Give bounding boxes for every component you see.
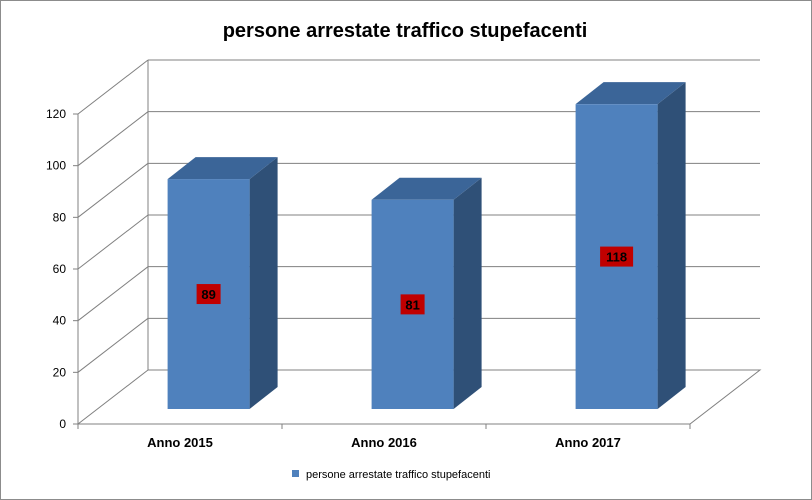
data-labels: 89 81 118 [196, 246, 634, 315]
data-label-bg [400, 294, 425, 315]
x-tick-label: Anno 2015 [147, 435, 213, 450]
y-tick-label: 60 [53, 262, 67, 276]
bar-side [657, 82, 686, 410]
gridline-side [77, 214, 149, 270]
gridline-side [77, 111, 149, 167]
y-tick-label: 100 [46, 159, 66, 173]
y-tick-label: 80 [53, 210, 67, 224]
bar [167, 157, 278, 409]
legend-swatch [292, 470, 299, 477]
y-tick-label: 120 [46, 107, 66, 121]
y-tick-label: 0 [59, 417, 66, 431]
y-tick-label: 40 [53, 314, 67, 328]
gridline-side [77, 59, 149, 115]
y-axis-ticks: 0 20 40 60 80 100 120 [46, 107, 66, 431]
gridline-side [77, 162, 149, 218]
gridline-side [77, 317, 149, 373]
bar-side [249, 157, 278, 409]
x-axis-ticks: Anno 2015 Anno 2016 Anno 2017 [147, 435, 621, 450]
data-label-bg [600, 246, 634, 267]
bars [167, 82, 686, 410]
bar [371, 177, 482, 409]
data-label: 118 [606, 250, 627, 265]
data-label-bg [196, 284, 221, 305]
data-label: 81 [405, 297, 419, 312]
legend: persone arrestate traffico stupefacenti [292, 469, 490, 481]
y-tick-label: 20 [53, 365, 67, 379]
chart-title: persone arrestate traffico stupefacenti [223, 20, 588, 42]
gridline-side [77, 266, 149, 322]
bar [575, 82, 686, 410]
legend-label: persone arrestate traffico stupefacenti [306, 469, 490, 481]
gridline-side [77, 369, 149, 425]
x-tick-label: Anno 2016 [351, 435, 417, 450]
bar-side [453, 177, 482, 409]
data-label: 89 [201, 287, 215, 302]
x-tick-label: Anno 2017 [555, 435, 621, 450]
bar-top [575, 82, 686, 105]
bar-top [167, 157, 278, 180]
bar-top [371, 177, 482, 200]
